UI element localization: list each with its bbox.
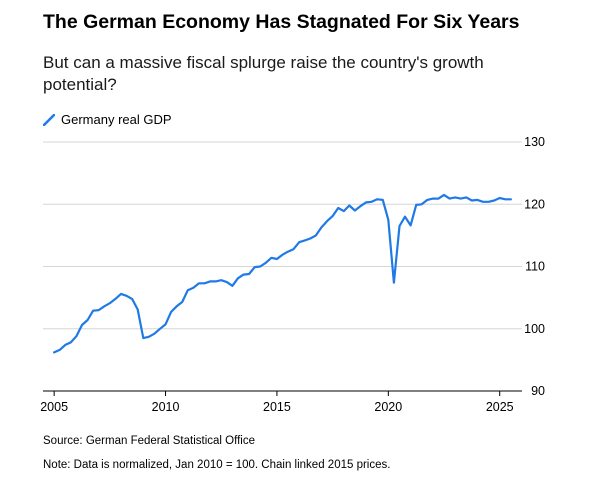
y-axis-tick-labels: 90 100 110 120 130 [524, 135, 545, 398]
y-tick-label-100: 100 [524, 322, 545, 336]
line-chart: 90 100 110 120 130 2005 2010 2015 2020 2025 [40, 135, 545, 414]
y-tick-label-130: 130 [524, 135, 545, 149]
legend-line-icon [43, 113, 55, 126]
x-tick-label-2010: 2010 [152, 400, 180, 414]
source-note: Source: German Federal Statistical Offic… [43, 435, 255, 447]
legend: Germany real GDP [43, 112, 172, 127]
y-tick-label-120: 120 [524, 197, 545, 211]
legend-label: Germany real GDP [61, 112, 172, 127]
data-note: Note: Data is normalized, Jan 2010 = 100… [43, 459, 391, 471]
x-axis: 2005 2010 2015 2020 2025 [40, 390, 522, 414]
series-line-germany-real-gdp [53, 193, 512, 354]
y-tick-label-110: 110 [525, 260, 545, 274]
y-tick-label-90: 90 [531, 384, 545, 398]
chart-subtitle: But can a massive fiscal splurge raise t… [43, 53, 484, 94]
x-tick-label-2015: 2015 [263, 400, 291, 414]
x-tick-label-2020: 2020 [374, 400, 402, 414]
grid-lines [43, 141, 522, 330]
x-tick-label-2025: 2025 [486, 400, 514, 414]
chart-title: The German Economy Has Stagnated For Six… [43, 11, 520, 33]
x-tick-label-2005: 2005 [40, 400, 68, 414]
